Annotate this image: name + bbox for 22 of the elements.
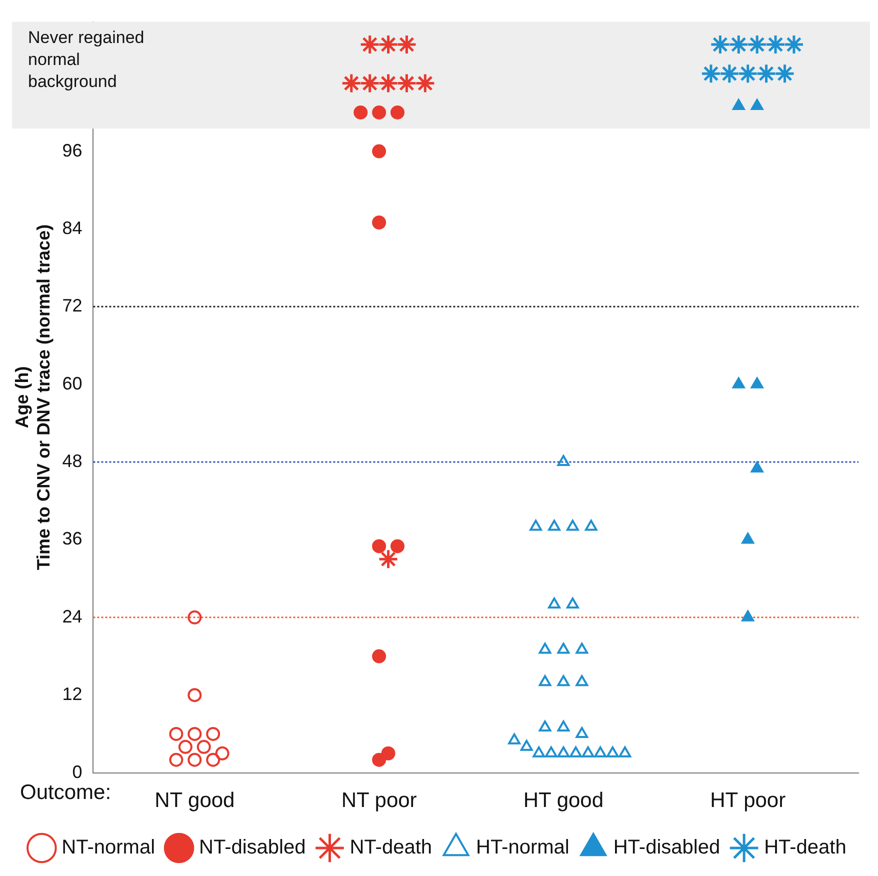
band-label: Never regained normal background xyxy=(28,28,144,91)
x-tick-label: NT poor xyxy=(341,789,417,812)
legend-label: HT-death xyxy=(764,836,846,859)
legend-label: HT-normal xyxy=(476,836,570,859)
legend-label: HT-disabled xyxy=(613,836,720,859)
x-axis-title: Outcome: xyxy=(20,781,112,804)
y-tick-label: 96 xyxy=(62,140,82,160)
y-tick-label: 0 xyxy=(72,762,82,782)
y-tick-label: 48 xyxy=(62,451,82,472)
x-tick-label: NT good xyxy=(154,789,235,812)
x-tick-label: HT good xyxy=(523,789,604,812)
y-tick-label: 36 xyxy=(62,528,82,549)
y-tick-label: 72 xyxy=(62,296,82,316)
y-tick-label: 60 xyxy=(62,373,82,394)
x-tick-label: HT poor xyxy=(710,789,786,812)
legend-label: NT-death xyxy=(350,836,432,859)
y-tick-label: 24 xyxy=(62,606,82,626)
y-tick-label: 12 xyxy=(62,684,82,704)
legend-label: NT-disabled xyxy=(199,836,306,859)
y-tick-label: 84 xyxy=(62,218,82,238)
y-axis-title: Age (h) Time to CNV or DNV trace (normal trace) xyxy=(12,224,54,570)
legend-label: NT-normal xyxy=(62,836,156,859)
